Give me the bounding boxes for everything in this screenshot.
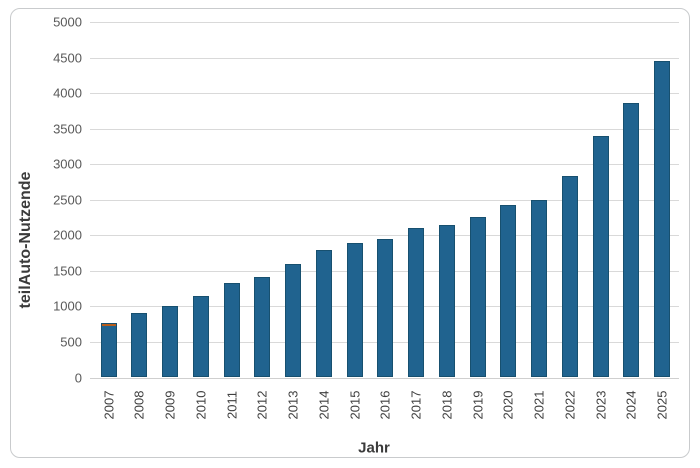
- x-tick-label-2010: 2010: [193, 390, 209, 420]
- bar-2018: [438, 224, 455, 378]
- bar-2022: [561, 175, 578, 378]
- bar-2011: [223, 282, 240, 378]
- x-tick-label-2025: 2025: [654, 390, 670, 420]
- x-tick-label-2008: 2008: [131, 390, 147, 420]
- y-tick-label: 0: [74, 370, 82, 385]
- x-tick-label-2007: 2007: [101, 390, 116, 420]
- bar-2017: [408, 228, 424, 378]
- y-tick-label: 1000: [53, 298, 82, 314]
- y-tick-label: 500: [60, 334, 82, 350]
- gridline: [90, 199, 679, 201]
- gridline: [90, 164, 679, 166]
- x-tick-label-2021: 2021: [531, 390, 547, 420]
- bar-2020: [500, 204, 517, 378]
- x-tick-label-2009: 2009: [162, 390, 178, 420]
- bar-2012: [254, 277, 271, 378]
- x-tick-label-2022: 2022: [562, 390, 578, 420]
- gridline: [90, 22, 679, 23]
- gridline: [90, 57, 679, 59]
- y-tick-label: 2000: [53, 227, 82, 243]
- y-tick-label: 5000: [53, 14, 82, 30]
- x-tick-label-2017: 2017: [408, 390, 424, 420]
- y-tick-label: 1500: [53, 263, 82, 279]
- bar-2009: [162, 305, 178, 378]
- x-tick-label-2020: 2020: [500, 390, 516, 420]
- x-tick-label-2011: 2011: [224, 391, 239, 419]
- bar-2008: [131, 312, 148, 378]
- bar-2019: [469, 216, 486, 378]
- bar-2016: [377, 238, 394, 378]
- y-tick-label: 4500: [53, 50, 82, 66]
- y-tick-label: 3500: [53, 121, 82, 137]
- bar-2025: [654, 61, 670, 378]
- y-tick-label: 4000: [53, 85, 82, 101]
- x-axis-line: [90, 377, 679, 379]
- y-tick-label: 3000: [53, 156, 82, 172]
- bar-2015: [346, 243, 363, 378]
- x-tick-label-2023: 2023: [593, 390, 608, 420]
- bar-2010: [192, 295, 209, 378]
- bar-2024: [623, 103, 640, 378]
- x-tick-label-2013: 2013: [285, 390, 301, 420]
- x-tick-label-2015: 2015: [347, 390, 362, 420]
- x-axis-title: Jahr: [358, 439, 390, 457]
- bar-2007: [100, 322, 117, 378]
- x-tick-label-2018: 2018: [439, 390, 455, 420]
- gridline: [90, 93, 679, 95]
- x-tick-label-2014: 2014: [316, 390, 332, 420]
- x-tick-label-2016: 2016: [377, 390, 393, 420]
- bar-2013: [285, 264, 301, 378]
- gridline: [90, 128, 679, 130]
- x-tick-label-2012: 2012: [254, 390, 270, 420]
- y-tick-label: 2500: [53, 192, 82, 208]
- bar-2023: [592, 136, 609, 378]
- gridline: [90, 235, 679, 237]
- bar-cap-annotation: [101, 323, 116, 327]
- bar-2021: [531, 200, 547, 378]
- y-axis-title: teilAuto-Nutzende: [17, 171, 34, 309]
- x-tick-label-2024: 2024: [623, 390, 639, 420]
- x-tick-label-2019: 2019: [470, 390, 485, 420]
- bar-2014: [315, 250, 332, 378]
